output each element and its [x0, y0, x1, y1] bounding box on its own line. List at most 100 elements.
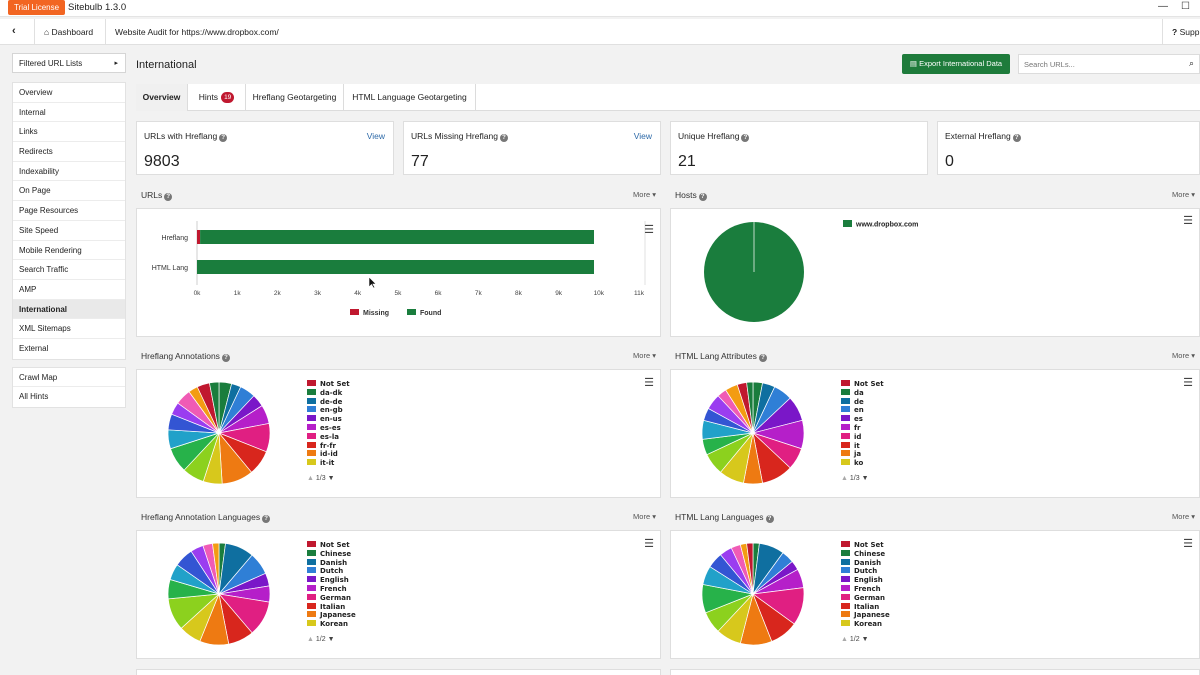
legend-item[interactable]: ja	[841, 450, 884, 459]
legend-item[interactable]: es	[841, 415, 884, 424]
legend-item[interactable]: ko	[841, 459, 884, 468]
legend-item[interactable]: it-it	[307, 459, 350, 468]
legend-item[interactable]: Japanese	[307, 611, 356, 620]
more-dropdown[interactable]: More ▾	[633, 512, 656, 521]
pager-up-icon[interactable]: ▲	[841, 475, 848, 482]
tab-html-language-geotargeting[interactable]: HTML Language Geotargeting	[344, 84, 476, 111]
legend-item[interactable]: French	[307, 584, 356, 594]
chart-menu-icon[interactable]: ☰	[1183, 377, 1193, 389]
help-icon[interactable]: ?	[164, 193, 173, 201]
legend-item[interactable]: English	[307, 576, 356, 585]
legend-item[interactable]: German	[841, 593, 890, 603]
legend-item[interactable]: Italian	[307, 602, 356, 612]
legend-item[interactable]: id	[841, 432, 884, 442]
sidebar-item-redirects[interactable]: Redirects	[13, 142, 125, 162]
legend-item[interactable]: Not Set	[307, 380, 350, 389]
legend-item[interactable]: de	[841, 397, 884, 407]
maximize-icon[interactable]: ☐	[1181, 1, 1190, 12]
sidebar-item-crawl-map[interactable]: Crawl Map	[13, 368, 125, 388]
legend-item[interactable]: es-la	[307, 432, 350, 442]
legend-item[interactable]: id-id	[307, 450, 350, 459]
help-icon[interactable]: ?	[741, 134, 750, 142]
pager-up-icon[interactable]: ▲	[307, 636, 314, 643]
minimize-icon[interactable]: —	[1158, 1, 1168, 12]
sidebar-item-indexability[interactable]: Indexability	[13, 162, 125, 182]
export-international-data-button[interactable]: ▤ Export International Data	[902, 54, 1010, 74]
legend-item[interactable]: Italian	[841, 602, 890, 612]
legend-item[interactable]: Korean	[307, 620, 356, 629]
chart-menu-icon[interactable]: ☰	[644, 538, 654, 550]
more-dropdown[interactable]: More ▾	[1172, 190, 1195, 199]
sidebar-item-page-resources[interactable]: Page Resources	[13, 201, 125, 221]
pager-down-icon[interactable]: ▼	[861, 636, 869, 643]
chart-menu-icon[interactable]: ☰	[1183, 538, 1193, 550]
legend-item[interactable]: da-dk	[307, 388, 350, 398]
legend-item[interactable]: da	[841, 388, 884, 398]
legend-item[interactable]: es-es	[307, 423, 350, 433]
help-icon[interactable]: ?	[1012, 134, 1021, 142]
filtered-url-lists-dropdown[interactable]: Filtered URL Lists ▸	[12, 53, 126, 73]
help-icon[interactable]: ?	[758, 354, 767, 362]
legend-item[interactable]: Danish	[307, 558, 356, 568]
tab-hints[interactable]: Hints 19	[188, 84, 246, 111]
view-link[interactable]: View	[633, 131, 652, 141]
legend-item[interactable]: Not Set	[841, 541, 890, 550]
legend-item[interactable]: French	[841, 584, 890, 594]
pager-up-icon[interactable]: ▲	[841, 636, 848, 643]
help-icon[interactable]: ?	[262, 515, 271, 523]
pager-up-icon[interactable]: ▲	[307, 475, 314, 482]
legend-item[interactable]: Chinese	[307, 549, 356, 559]
sidebar-item-site-speed[interactable]: Site Speed	[13, 221, 125, 241]
more-dropdown[interactable]: More ▾	[633, 190, 656, 199]
pager-down-icon[interactable]: ▼	[327, 475, 335, 482]
tab-hreflang-geotargeting[interactable]: Hreflang Geotargeting	[246, 84, 344, 111]
legend-item[interactable]: Chinese	[841, 549, 890, 559]
help-icon[interactable]: ?	[698, 193, 707, 201]
search-icon[interactable]: ⌕	[1188, 58, 1194, 68]
legend-item[interactable]: Not Set	[841, 380, 884, 389]
sidebar-item-external[interactable]: External	[19, 343, 49, 353]
dashboard-link[interactable]: ⌂ Dashboard	[44, 27, 93, 37]
pager-down-icon[interactable]: ▼	[861, 475, 869, 482]
sidebar-item-search-traffic[interactable]: Search Traffic	[13, 260, 125, 280]
help-icon[interactable]: ?	[219, 134, 228, 142]
sidebar-item-on-page[interactable]: On Page	[13, 181, 125, 202]
legend-item[interactable]: Korean	[841, 620, 890, 629]
legend-item[interactable]: it	[841, 441, 884, 451]
help-icon[interactable]: ?	[221, 354, 230, 362]
legend-item[interactable]: English	[841, 576, 890, 585]
sidebar-item-international[interactable]: International	[13, 299, 125, 320]
more-dropdown[interactable]: More ▾	[1172, 351, 1195, 360]
legend-item[interactable]: fr	[841, 423, 884, 433]
legend-item[interactable]: de-de	[307, 397, 350, 407]
more-dropdown[interactable]: More ▾	[633, 351, 656, 360]
sidebar-item-amp[interactable]: AMP	[13, 280, 125, 300]
back-icon[interactable]: ‹	[12, 25, 16, 37]
legend-item[interactable]: Dutch	[841, 567, 890, 576]
sidebar-item-all-hints[interactable]: All Hints	[19, 392, 49, 402]
sidebar-item-overview[interactable]: Overview	[13, 83, 125, 103]
legend-item[interactable]: Danish	[841, 558, 890, 568]
legend-item[interactable]: Not Set	[307, 541, 356, 550]
support-link[interactable]: ? Supp	[1172, 27, 1199, 37]
sidebar-item-internal[interactable]: Internal	[13, 103, 125, 123]
view-link[interactable]: View	[366, 131, 385, 141]
legend-item[interactable]: Dutch	[307, 567, 356, 576]
help-icon[interactable]: ?	[765, 515, 774, 523]
legend-item[interactable]: fr-fr	[307, 441, 350, 451]
sidebar-item-xml-sitemaps[interactable]: XML Sitemaps	[13, 319, 125, 339]
more-dropdown[interactable]: More ▾	[1172, 512, 1195, 521]
legend-item[interactable]: Japanese	[841, 611, 890, 620]
chart-menu-icon[interactable]: ☰	[644, 224, 654, 236]
legend-item[interactable]: en-us	[307, 415, 350, 424]
legend-item[interactable]: en-gb	[307, 406, 350, 415]
pager-down-icon[interactable]: ▼	[327, 636, 335, 643]
chart-menu-icon[interactable]: ☰	[644, 377, 654, 389]
legend-item[interactable]: en	[841, 406, 884, 415]
help-icon[interactable]: ?	[499, 134, 508, 142]
legend-item[interactable]: German	[307, 593, 356, 603]
tab-overview[interactable]: Overview	[136, 84, 188, 111]
chart-menu-icon[interactable]: ☰	[1183, 215, 1193, 227]
sidebar-item-links[interactable]: Links	[13, 122, 125, 143]
sidebar-item-mobile-rendering[interactable]: Mobile Rendering	[13, 241, 125, 261]
